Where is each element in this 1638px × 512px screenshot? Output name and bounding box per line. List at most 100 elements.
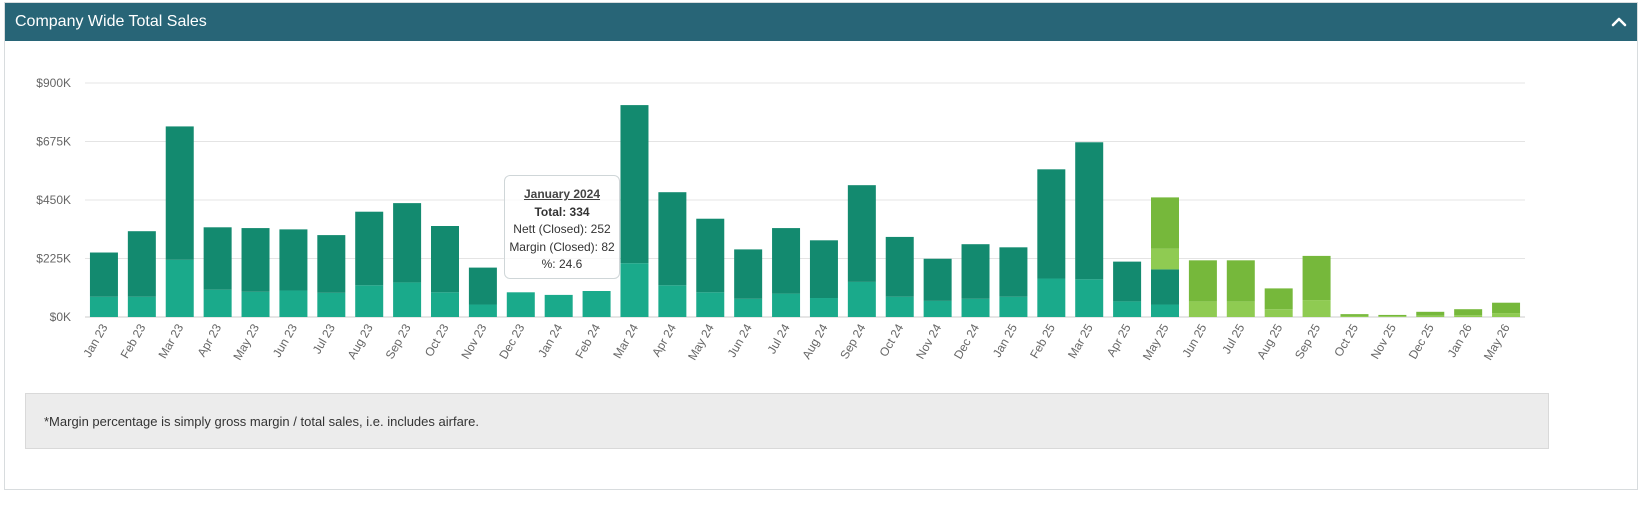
- bar-segment: [847, 185, 876, 282]
- x-tick-label: Feb 25: [1027, 321, 1058, 361]
- x-tick-label: Jun 24: [725, 321, 755, 359]
- tooltip-nett: Nett (Closed): 252: [513, 222, 611, 236]
- y-tick-label: $450K: [36, 193, 71, 207]
- bar-segment: [1340, 314, 1369, 316]
- x-tick-label: Feb 23: [118, 321, 149, 361]
- bar-segment: [1378, 314, 1407, 317]
- bar-segment: [89, 252, 118, 297]
- bar-segment: [1264, 309, 1293, 317]
- bar-segment: [127, 231, 156, 297]
- x-tick-label: Jul 25: [1219, 321, 1247, 356]
- bar-segment: [772, 228, 801, 294]
- footnote-text: *Margin percentage is simply gross margi…: [44, 414, 479, 429]
- bar-segment: [355, 285, 384, 317]
- bar-segment: [923, 300, 952, 317]
- x-tick-label: Apr 23: [194, 321, 224, 359]
- bar-segment: [317, 235, 346, 293]
- x-tick-label: Sep 24: [837, 321, 868, 361]
- bar-segment: [809, 298, 838, 317]
- bar-segment: [658, 192, 687, 286]
- x-tick-label: Sep 25: [1292, 321, 1323, 361]
- bar-segment: [1264, 288, 1293, 310]
- x-tick-label: Aug 23: [345, 321, 376, 361]
- bar-segment: [620, 105, 649, 264]
- x-tick-label: May 25: [1140, 321, 1172, 362]
- chevron-up-icon[interactable]: [1609, 12, 1629, 32]
- panel-header: Company Wide Total Sales: [5, 3, 1637, 41]
- y-tick-label: $0K: [50, 310, 71, 324]
- bar-segment: [1037, 278, 1066, 317]
- bar-segment: [468, 304, 497, 317]
- bar-segment: [317, 292, 346, 317]
- bar-segment: [393, 203, 422, 283]
- bar-segment: [1075, 279, 1104, 317]
- tooltip-total: Total: 334: [534, 204, 590, 219]
- x-tick-label: Aug 25: [1254, 321, 1285, 361]
- bar-segment: [1416, 311, 1445, 316]
- bar-segment: [1454, 309, 1483, 316]
- bar-segment: [734, 298, 763, 317]
- panel-title: Company Wide Total Sales: [15, 13, 207, 30]
- bar-segment: [393, 282, 422, 317]
- x-tick-label: Jan 23: [80, 321, 110, 359]
- x-tick-label: Oct 23: [422, 321, 452, 359]
- bar-segment: [1037, 169, 1066, 279]
- bar-segment: [1226, 301, 1255, 317]
- bar-segment: [847, 281, 876, 317]
- bar-segment: [696, 218, 725, 293]
- x-tick-label: Jun 25: [1179, 321, 1209, 359]
- bar-segment: [506, 292, 535, 317]
- bar-segment: [165, 126, 194, 260]
- x-tick-label: Aug 24: [799, 321, 830, 361]
- y-tick-label: $675K: [36, 135, 71, 149]
- bar-segment: [279, 229, 308, 291]
- bar-segment: [696, 292, 725, 317]
- bar-segment: [1113, 261, 1142, 302]
- bar-segment: [582, 291, 611, 317]
- x-tick-label: Sep 23: [383, 321, 414, 361]
- y-tick-label: $225K: [36, 252, 71, 266]
- chart-tooltip: January 2024 Total: 334 Nett (Closed): 2…: [504, 175, 620, 279]
- bar-segment: [1188, 301, 1217, 317]
- x-tick-label: Jul 24: [765, 321, 793, 356]
- x-tick-label: Dec 24: [951, 321, 982, 361]
- bar-segment: [999, 247, 1028, 297]
- tooltip-title: January 2024: [523, 187, 601, 201]
- bar-segment: [1151, 248, 1179, 270]
- x-tick-label: Feb 24: [572, 321, 603, 361]
- x-tick-label: Nov 25: [1368, 321, 1399, 361]
- footnote-box: *Margin percentage is simply gross margi…: [25, 393, 1549, 449]
- bar-segment: [1302, 300, 1331, 317]
- bar-segment: [1492, 302, 1521, 314]
- x-tick-label: Mar 24: [610, 321, 641, 361]
- bar-segment: [1302, 255, 1331, 301]
- bar-segment: [885, 296, 914, 317]
- bar-segment: [127, 296, 156, 317]
- bar-segment: [772, 293, 801, 317]
- bar-segment: [734, 249, 763, 299]
- bar-segment: [1416, 315, 1445, 317]
- x-tick-label: Nov 24: [913, 321, 944, 361]
- x-tick-label: Dec 25: [1406, 321, 1437, 361]
- x-tick-label: Mar 23: [156, 321, 187, 361]
- x-tick-label: Jun 23: [270, 321, 300, 359]
- x-tick-label: May 23: [230, 321, 262, 362]
- bar-segment: [431, 292, 459, 317]
- x-tick-label: May 24: [685, 321, 717, 362]
- tooltip-margin: Margin (Closed): 82: [509, 239, 615, 254]
- x-tick-label: Mar 25: [1065, 321, 1096, 361]
- bar-segment: [1151, 304, 1179, 317]
- bar-segment: [1075, 142, 1104, 280]
- bar-segment: [468, 267, 497, 305]
- bar-segment: [658, 285, 687, 317]
- bar-segment: [620, 263, 649, 317]
- bar-segment: [1492, 313, 1521, 317]
- bar-segment: [1151, 197, 1179, 249]
- x-tick-label: May 26: [1481, 321, 1513, 362]
- bar-segment: [1151, 269, 1179, 305]
- bar-segment: [89, 296, 118, 317]
- bar-segment: [923, 258, 952, 301]
- x-tick-label: Dec 23: [496, 321, 527, 361]
- bar-segment: [1378, 316, 1407, 317]
